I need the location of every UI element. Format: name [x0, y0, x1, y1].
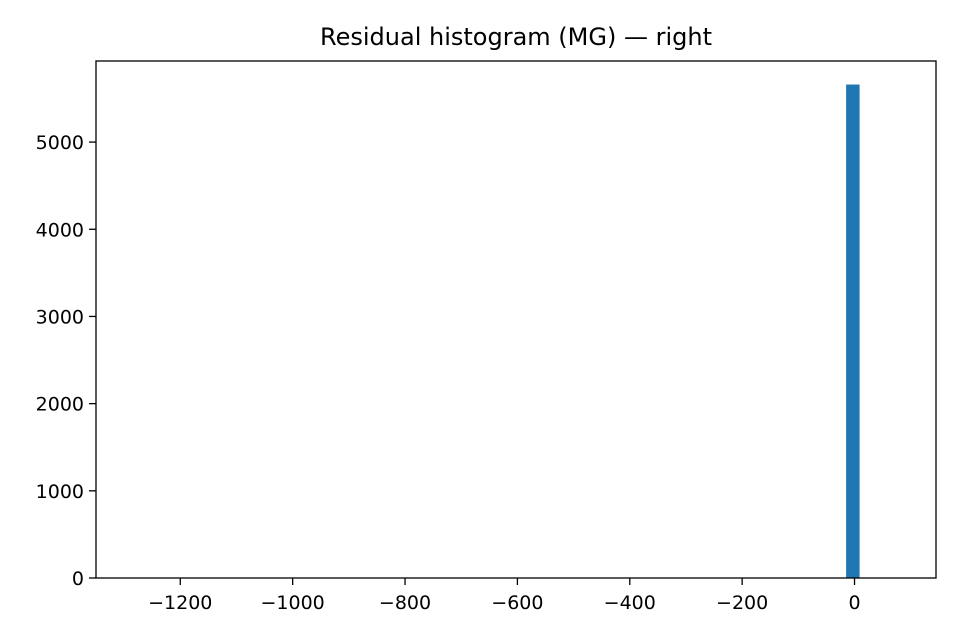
- y-tick-label: 4000: [36, 219, 84, 241]
- y-tick-label: 0: [72, 568, 84, 590]
- x-tick-label: −600: [491, 592, 543, 614]
- x-axis: −1200 −1000 −800 −600 −400 −200 0: [148, 578, 861, 614]
- x-tick-label: 0: [848, 592, 860, 614]
- plot-frame: [95, 60, 937, 579]
- y-axis: 0 1000 2000 3000 4000 5000: [36, 132, 96, 590]
- x-tick-label: −400: [604, 592, 656, 614]
- histogram-bar-0: [846, 84, 860, 579]
- x-tick-label: −200: [716, 592, 768, 614]
- x-tick-label: −1000: [261, 592, 325, 614]
- x-tick-label: −1200: [148, 592, 212, 614]
- y-tick-label: 1000: [36, 481, 84, 503]
- x-tick-label: −800: [379, 592, 431, 614]
- bars-layer: [846, 84, 860, 579]
- y-tick-label: 5000: [36, 132, 84, 154]
- chart-title: Residual histogram (MG) — right: [320, 23, 712, 51]
- y-tick-label: 3000: [36, 306, 84, 328]
- y-tick-label: 2000: [36, 394, 84, 416]
